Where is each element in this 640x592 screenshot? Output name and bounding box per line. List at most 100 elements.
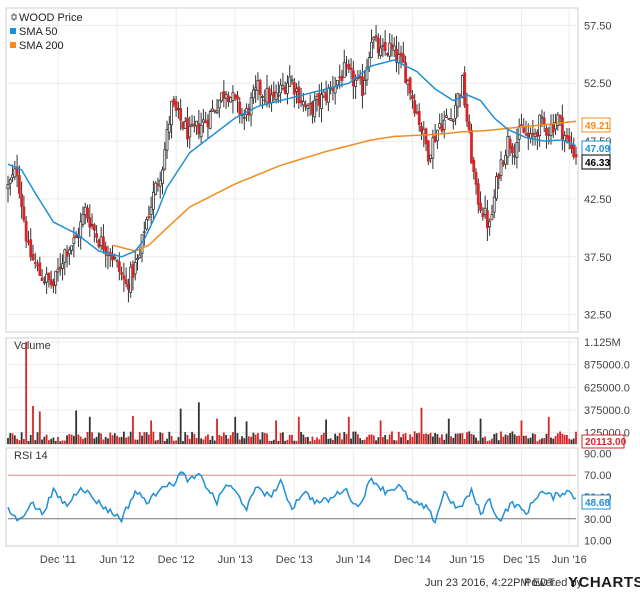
volume-bar — [475, 437, 477, 444]
volume-bar — [50, 438, 53, 444]
volume-bar — [127, 436, 130, 444]
candle-body — [411, 95, 414, 100]
volume-bar — [556, 433, 559, 444]
candle-body — [349, 67, 353, 70]
legend-swatch-sma200 — [10, 42, 16, 48]
candle-body — [197, 123, 201, 135]
candle-body — [422, 128, 426, 135]
x-tick-label: Jun '12 — [99, 554, 134, 566]
candle-body — [115, 260, 119, 262]
volume-bar — [229, 435, 232, 444]
volume-bar — [70, 434, 73, 444]
volume-bar — [104, 436, 107, 444]
volume-bar — [68, 433, 71, 444]
candle-body — [404, 62, 408, 84]
candle-body — [276, 94, 280, 97]
volume-bar — [111, 435, 114, 444]
candle-body — [88, 217, 92, 228]
volume-bar — [311, 436, 314, 444]
volume-bar — [145, 432, 148, 444]
candle-body — [156, 183, 160, 186]
volume-bar — [20, 432, 23, 444]
candle-body — [286, 82, 289, 94]
candle-body — [283, 86, 287, 94]
candle-body — [258, 80, 262, 95]
candle-body — [77, 236, 80, 239]
candle-body — [56, 268, 60, 273]
candle-body — [174, 101, 178, 111]
candle-body — [251, 89, 255, 99]
volume-bar — [338, 432, 341, 444]
volume-bar — [52, 437, 55, 444]
candle-body — [224, 93, 228, 99]
volume-bar — [284, 440, 287, 444]
candle-body — [13, 168, 17, 178]
candle-body — [451, 119, 455, 122]
candle-body — [272, 91, 276, 98]
candle-body — [249, 97, 253, 116]
candle-body — [17, 175, 21, 194]
legend-label-sma50: SMA 50 — [19, 26, 58, 38]
candle-body — [388, 42, 392, 57]
legend-label-sma200: SMA 200 — [19, 40, 64, 52]
volume-bar — [570, 439, 573, 444]
volume-bar — [443, 439, 446, 444]
volume-bar — [88, 416, 91, 444]
candle-body — [292, 82, 296, 95]
volume-bar — [234, 416, 237, 444]
volume-bar — [500, 431, 502, 444]
candle-body — [372, 37, 376, 41]
volume-bar — [57, 436, 59, 444]
volume-bar — [425, 433, 427, 444]
candle-body — [154, 182, 158, 195]
candle-body — [290, 79, 294, 82]
volume-bar — [266, 433, 268, 444]
volume-bar — [541, 438, 543, 444]
volume-bar — [238, 439, 241, 444]
volume-bar — [313, 440, 316, 444]
candle-body — [331, 88, 335, 91]
badge-volume: 20113.00 — [585, 437, 627, 448]
candle-body — [358, 75, 362, 79]
x-axis: Dec '11 Jun '12 Dec '12 Jun '13 Dec '13 … — [40, 554, 587, 566]
candle-body — [22, 206, 26, 221]
volume-bar — [402, 433, 405, 444]
candle-body — [367, 57, 371, 68]
volume-bar — [270, 440, 273, 444]
volume-bar — [300, 431, 302, 444]
volume-bar — [429, 432, 432, 444]
volume-bar — [200, 438, 203, 444]
candle-body — [265, 87, 269, 103]
volume-bar — [547, 416, 550, 444]
candle-body — [238, 101, 242, 115]
candle-body — [558, 114, 562, 119]
volume-bar — [384, 435, 387, 444]
candle-body — [408, 77, 412, 94]
volume-bar — [295, 440, 298, 444]
volume-bar — [82, 438, 84, 444]
rsi-tick-label: 10.00 — [584, 536, 612, 548]
volume-bar — [325, 419, 327, 444]
candle-body — [170, 100, 173, 126]
volume-bar — [120, 436, 123, 444]
candle-body — [63, 249, 67, 263]
candle-body — [556, 114, 560, 127]
legend-item-sma50: SMA 50 — [10, 26, 58, 38]
candle-body — [351, 70, 355, 87]
candle-body — [38, 262, 42, 277]
candle-body — [254, 87, 258, 91]
volume-bar — [243, 438, 246, 444]
volume-bar — [331, 439, 334, 444]
volume-bar — [395, 440, 398, 444]
candle-body — [515, 142, 519, 158]
volume-bar — [350, 438, 352, 444]
legend-item-price: WOOD Price — [11, 12, 83, 24]
rsi-tick-label: 90.00 — [584, 448, 612, 460]
volume-bar — [484, 436, 487, 444]
candle-body — [79, 221, 83, 238]
candle-body — [424, 128, 428, 145]
candle-body — [133, 261, 137, 275]
footer-powered-by: Powered by — [524, 577, 583, 589]
volume-bar — [216, 418, 218, 444]
candle-body — [161, 169, 164, 184]
